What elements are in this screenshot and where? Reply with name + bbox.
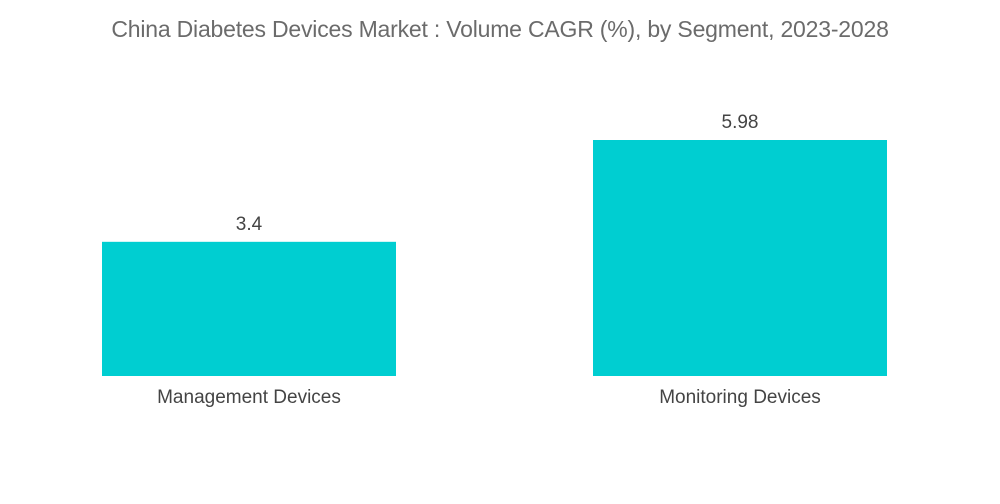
bar-management-devices [102, 241, 396, 376]
data-label: 5.98 [722, 112, 759, 133]
data-label: 3.4 [236, 214, 263, 235]
category-tick-label: Management Devices [157, 387, 341, 408]
category-tick-label: Monitoring Devices [659, 387, 821, 408]
chart-title: China Diabetes Devices Market : Volume C… [111, 16, 889, 42]
bars-layer [102, 140, 887, 376]
bar-monitoring-devices [593, 140, 887, 376]
labels-layer: 3.4 Management Devices 5.98 Monitoring Devi… [157, 112, 821, 408]
